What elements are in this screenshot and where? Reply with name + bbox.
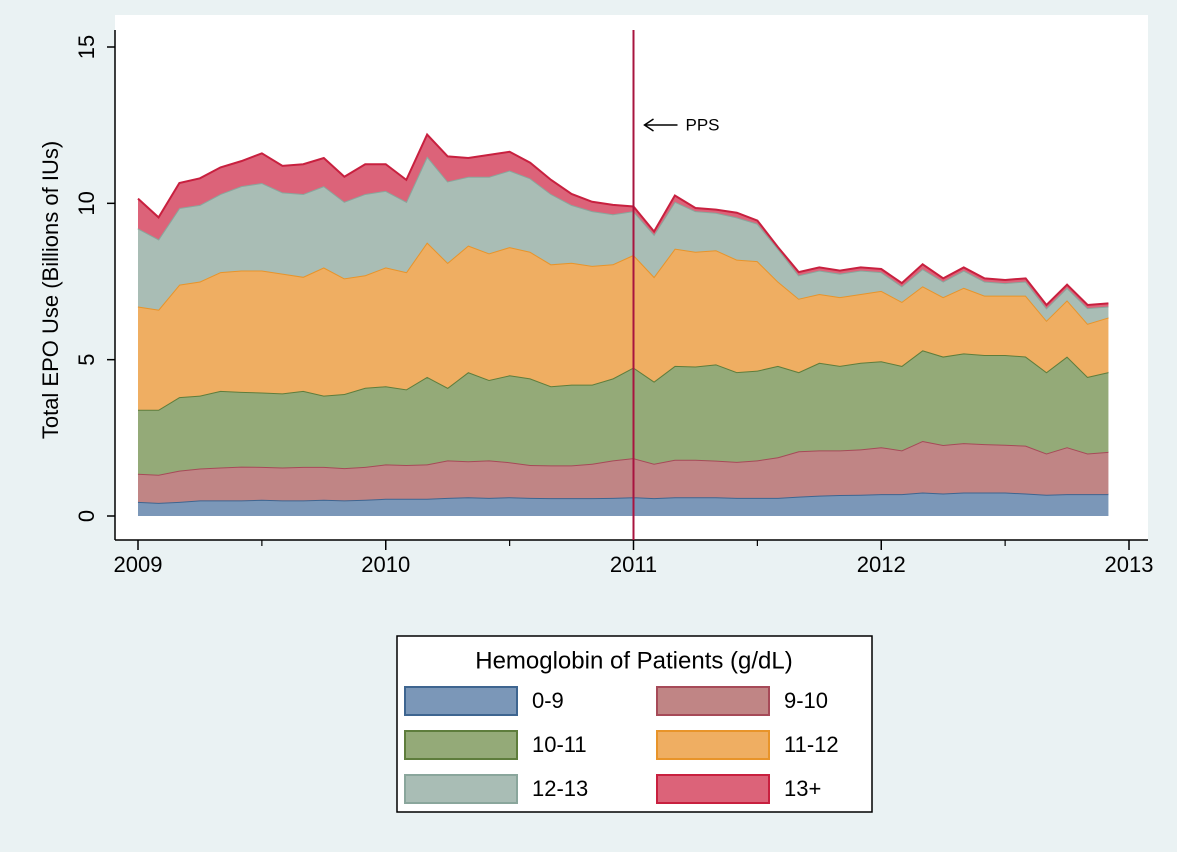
legend-label: 12-13 xyxy=(532,776,588,801)
y-tick-label: 5 xyxy=(74,354,99,366)
x-tick-label: 2013 xyxy=(1105,552,1154,577)
legend-label: 0-9 xyxy=(532,688,564,713)
annotation-arrowhead xyxy=(643,118,654,132)
legend-swatch xyxy=(656,774,770,804)
legend-title: Hemoglobin of Patients (g/dL) xyxy=(475,647,793,674)
legend-swatch xyxy=(656,686,770,716)
area xyxy=(138,156,1109,324)
x-tick-label: 2012 xyxy=(857,552,906,577)
area xyxy=(138,440,1109,503)
legend-label: 9-10 xyxy=(784,688,828,713)
y-tick-label: 15 xyxy=(74,35,99,59)
legend-swatch xyxy=(404,730,518,760)
annotation-label: PPS xyxy=(686,115,720,134)
legend-label: 13+ xyxy=(784,776,821,801)
y-tick-label: 10 xyxy=(74,191,99,215)
legend-swatch xyxy=(404,774,518,804)
area xyxy=(138,242,1109,410)
y-axis-label: Total EPO Use (Billions of IUs) xyxy=(38,141,63,439)
area xyxy=(138,350,1109,475)
areas xyxy=(137,132,1109,516)
legend-label: 10-11 xyxy=(532,732,587,757)
legend-swatch xyxy=(404,686,518,716)
y-tick-label: 0 xyxy=(74,510,99,522)
x-tick-label: 2009 xyxy=(114,552,163,577)
area xyxy=(138,134,1109,309)
area-edge xyxy=(137,132,1109,307)
x-tick-label: 2010 xyxy=(361,552,410,577)
legend-label: 11-12 xyxy=(784,732,839,757)
area xyxy=(138,492,1109,516)
x-tick-label: 2011 xyxy=(610,552,657,577)
legend-swatch xyxy=(656,730,770,760)
